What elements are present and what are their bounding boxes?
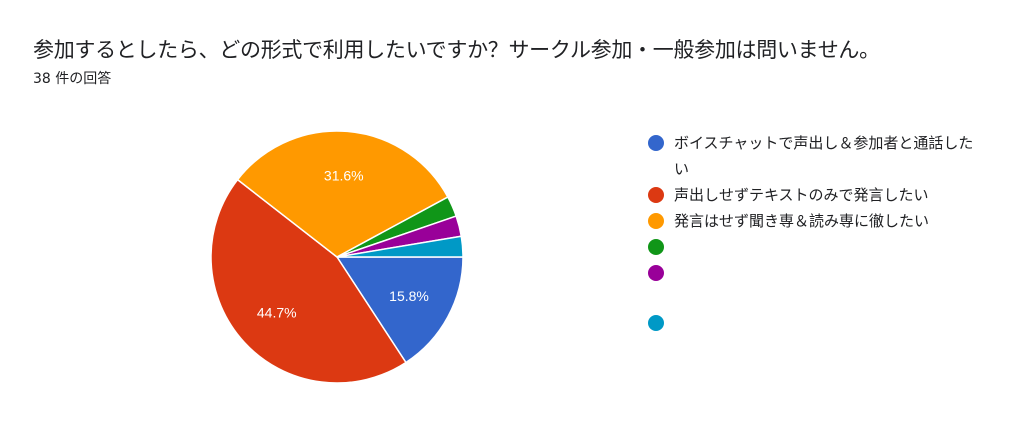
legend-item (648, 234, 988, 260)
pie-slice (210, 178, 407, 384)
pie-slice (236, 130, 449, 258)
legend-color-dot (648, 315, 664, 331)
question-title: 参加するとしたら、どの形式で利用したいですか？サークル参加・一般参加は問いません… (33, 38, 880, 62)
legend-item: ボイスチャットで声出し＆参加者と通話したい (648, 130, 988, 182)
legend-color-dot (648, 187, 664, 203)
legend-item (648, 310, 988, 336)
legend-label: 声出しせずテキストのみで発言したい (674, 186, 929, 204)
legend-color-dot (648, 213, 664, 229)
response-count: 38 件の回答 (33, 71, 112, 87)
legend-color-dot (648, 265, 664, 281)
slice-percent-label: 31.6% (324, 167, 364, 183)
slice-percent-label: 15.8% (389, 288, 429, 304)
pie-slice (336, 235, 464, 258)
legend-color-dot (648, 135, 664, 151)
legend-item: 発言はせず聞き専＆読み専に徹したい (648, 208, 988, 234)
legend-label: ボイスチャットで声出し＆参加者と通話したい (674, 134, 974, 178)
legend-label: 発言はせず聞き専＆読み専に徹したい (674, 212, 930, 230)
slice-percent-label: 44.7% (257, 304, 297, 320)
legend-item (648, 260, 988, 310)
legend-color-dot (648, 239, 664, 255)
chart-legend: ボイスチャットで声出し＆参加者と通話したい声出しせずテキストのみで発言したい 発言… (648, 130, 988, 336)
pie-slice (335, 256, 464, 364)
legend-item: 声出しせずテキストのみで発言したい (648, 182, 988, 208)
